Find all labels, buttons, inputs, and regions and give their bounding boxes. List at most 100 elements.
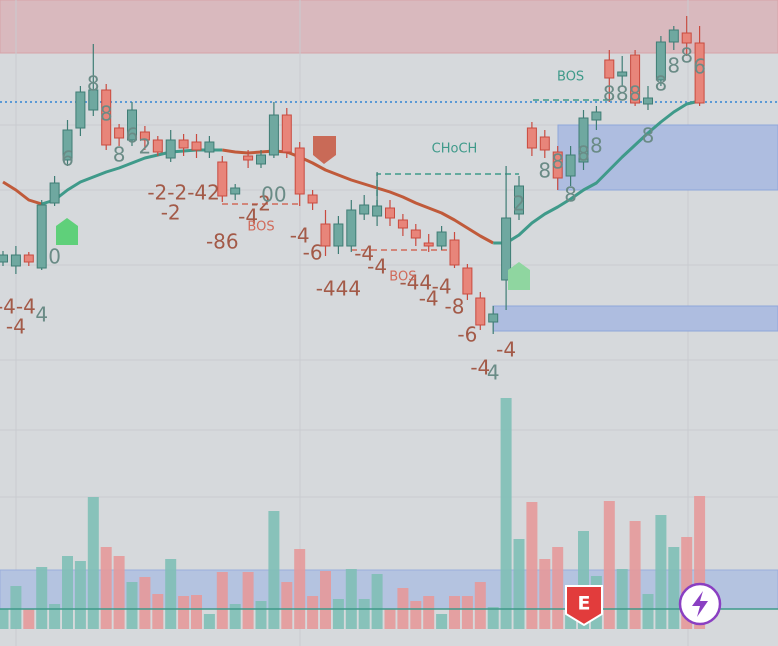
value-label: -4 <box>238 205 258 229</box>
volume-bar <box>552 547 564 629</box>
candle-body <box>385 207 395 219</box>
volume-bar <box>629 521 641 629</box>
annotation-layer: -4-4-440688862-2-2-42-2-4-200-86BOS-4-6-… <box>0 44 706 385</box>
candle-body <box>630 54 641 104</box>
candle-body <box>256 154 266 165</box>
badge-label: E <box>578 593 591 615</box>
value-label: -4-4 <box>0 295 36 319</box>
value-label: -4 <box>496 338 516 362</box>
volume-bar <box>487 607 499 629</box>
volume-bar <box>513 539 525 629</box>
candle-body <box>462 267 473 295</box>
volume-bar <box>23 609 35 629</box>
value-label: 6 <box>693 55 706 79</box>
volume-bar <box>36 567 48 629</box>
volume-bar <box>384 609 396 629</box>
candle-body <box>359 204 370 215</box>
value-label: 8 <box>87 72 100 96</box>
volume-bar <box>152 594 164 629</box>
candle-body <box>449 239 460 266</box>
value-label: -6 <box>457 323 477 347</box>
value-label: -4 <box>470 356 490 380</box>
candle-body <box>10 254 21 267</box>
volume-bar <box>255 601 267 629</box>
volume-bar <box>539 559 551 629</box>
candle-body <box>526 127 537 149</box>
volume-bar <box>0 609 9 629</box>
value-label: 8 <box>113 143 126 167</box>
volume-bar <box>320 571 331 629</box>
value-label: 8 <box>603 82 616 106</box>
value-label: -2 <box>251 192 271 216</box>
volume-bar <box>526 502 538 629</box>
value-label: 8 <box>642 124 655 148</box>
candle-body <box>475 297 486 326</box>
candle-body <box>578 117 589 163</box>
candle-body <box>668 29 679 43</box>
value-label: -4 <box>6 315 26 339</box>
candle-body <box>410 229 421 239</box>
volume-bar <box>668 547 680 629</box>
value-label: 4 <box>35 303 48 327</box>
candle-body <box>88 89 99 111</box>
value-label: 8 <box>564 183 577 207</box>
volume-bar <box>216 572 228 629</box>
volume-bar <box>294 549 306 629</box>
value-label: 8 <box>616 82 629 106</box>
signal-markers <box>56 136 530 290</box>
earnings-badge[interactable]: E <box>565 585 603 627</box>
value-label: 2 <box>139 135 152 159</box>
candle-body <box>397 219 408 229</box>
candle-body <box>488 313 499 323</box>
candle-body <box>565 154 576 177</box>
signal-label: BOS <box>389 270 416 285</box>
value-label: -4 <box>354 242 374 266</box>
buy-signal <box>56 218 78 245</box>
volume-bar <box>474 582 486 629</box>
volume-bar <box>332 599 344 629</box>
value-label: 8 <box>100 102 113 126</box>
dividend-badge[interactable] <box>678 582 722 626</box>
signal-label: BOS <box>557 70 584 85</box>
candle-body <box>191 141 202 151</box>
candle-body <box>372 205 383 217</box>
value-label: -2 <box>161 201 181 225</box>
volume-bar <box>307 596 319 629</box>
candle-body <box>514 185 524 215</box>
value-label: -6 <box>303 241 323 265</box>
value-label: -8 <box>445 295 465 319</box>
candle-body <box>281 114 292 153</box>
candle-body <box>152 139 163 153</box>
value-label: 8 <box>590 134 603 158</box>
candle-body <box>230 187 241 195</box>
candle-body <box>268 114 279 156</box>
value-label: -86 <box>206 230 239 254</box>
sell-signal <box>313 136 336 164</box>
candle-layer <box>0 16 705 334</box>
candle-body <box>346 209 357 247</box>
candle-body <box>501 217 512 281</box>
candle-body <box>423 242 434 247</box>
value-label: 8 <box>538 159 551 183</box>
volume-bar <box>165 559 177 629</box>
volume-bar <box>49 604 61 629</box>
value-label: 4 <box>487 361 500 385</box>
volume-bar <box>410 601 422 629</box>
volume-bar <box>578 531 589 629</box>
candle-body <box>217 161 228 197</box>
supply-zone <box>0 0 778 54</box>
volume-bar <box>268 511 280 629</box>
value-label: 6 <box>61 147 74 171</box>
value-label: 8 <box>629 82 642 106</box>
candle-body <box>101 89 112 146</box>
volume-bar <box>113 556 125 629</box>
candle-body <box>539 136 550 151</box>
candle-body <box>643 97 653 105</box>
badge-icon <box>692 591 708 617</box>
badge-shape <box>565 585 603 627</box>
candle-body <box>36 204 47 269</box>
volume-bar <box>126 582 138 629</box>
volume-bar <box>616 569 628 629</box>
